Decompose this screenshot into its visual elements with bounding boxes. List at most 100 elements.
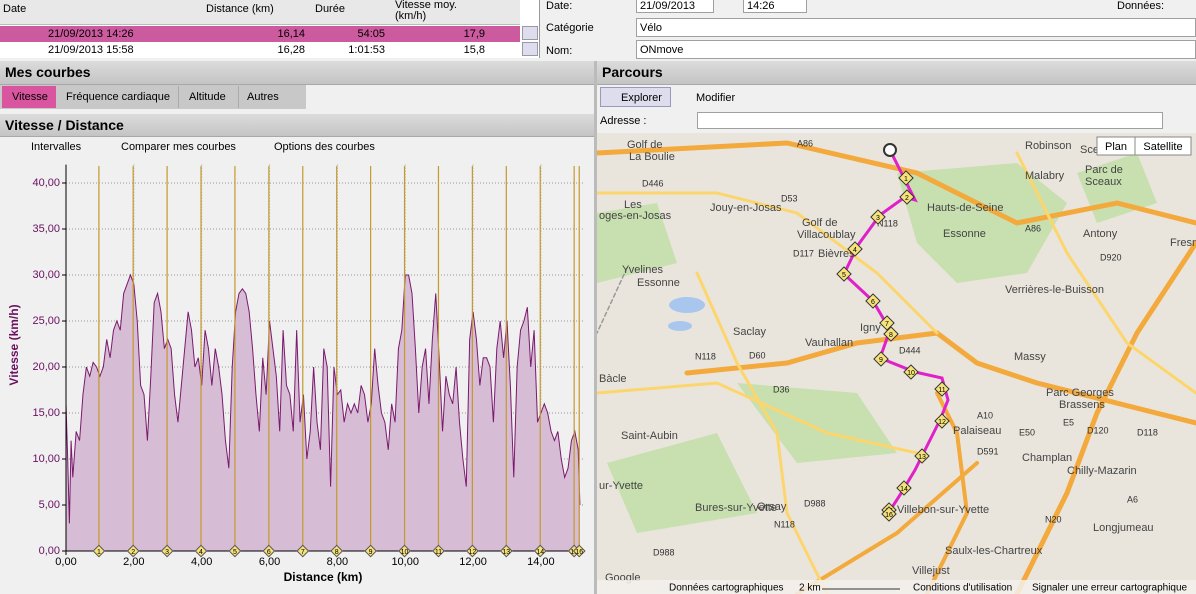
tab[interactable]: Altitude — [181, 86, 239, 108]
x-tick-label: 6,00 — [259, 556, 280, 568]
lap-label: 1 — [97, 549, 101, 556]
speed-line — [65, 273, 581, 524]
lap-marker — [533, 544, 547, 558]
date-input[interactable]: 21/09/2013 — [636, 0, 714, 13]
route-marker-label: 4 — [853, 247, 857, 254]
name-input[interactable]: ONmove — [636, 40, 1196, 59]
tool-button[interactable]: Options des courbes — [274, 141, 375, 153]
x-tick-label: 0,00 — [55, 556, 76, 568]
tool-button[interactable]: Comparer mes courbes — [121, 141, 236, 153]
y-tick-label: 20,00 — [32, 361, 60, 373]
map-type-button[interactable] — [1134, 136, 1192, 156]
x-tick-label: 4,00 — [191, 556, 212, 568]
lap-label: 8 — [335, 549, 339, 556]
cell: 21/09/2013 15:58 — [48, 44, 134, 56]
place-label: A86 — [797, 138, 813, 148]
place-label: Palaiseau — [953, 425, 1001, 437]
label: Données: — [1117, 0, 1165, 12]
cell: 54:05 — [357, 28, 385, 40]
place-label: A86 — [1025, 223, 1041, 233]
route-marker-label: 16 — [885, 512, 893, 519]
place-label: Golf de — [627, 139, 662, 151]
tab[interactable]: Fréquence cardiaque — [58, 86, 179, 108]
tab[interactable]: Vitesse — [2, 86, 56, 108]
place-label: Villejust — [912, 565, 950, 577]
route-marker — [847, 241, 863, 257]
route-marker — [899, 189, 915, 205]
lap-label: 13 — [502, 549, 510, 556]
place-label: Igny — [860, 322, 881, 334]
x-axis-label: Distance (km) — [284, 570, 363, 584]
address-input[interactable] — [697, 112, 1163, 129]
x-tick-label: 14,00 — [527, 556, 555, 568]
place-label: La Boulie — [629, 151, 675, 163]
footer-text[interactable]: Signaler une erreur cartographique — [1032, 583, 1188, 594]
time-input[interactable]: 14:26 — [743, 0, 807, 13]
route-marker — [879, 315, 895, 331]
route-marker-label: 1 — [904, 176, 908, 183]
place-label: Yvelines — [622, 264, 663, 276]
route-marker-label: 6 — [871, 299, 875, 306]
speed-area — [66, 275, 580, 551]
tool-button[interactable]: Intervalles — [31, 141, 82, 153]
place-label: D53 — [781, 193, 798, 203]
place-label: D120 — [1087, 425, 1109, 435]
route-marker — [836, 266, 852, 282]
header-cell[interactable]: Date — [3, 3, 27, 15]
tool-button[interactable]: Modifier — [696, 92, 736, 104]
place-label: Parc Georges — [1046, 387, 1114, 399]
place-label: Bièvres — [818, 248, 855, 260]
lap-marker — [432, 544, 445, 558]
tab[interactable]: Autres — [247, 91, 279, 103]
route-start — [883, 143, 897, 157]
place-label: Saulx-les-Chartreux — [945, 545, 1043, 557]
map-type-label[interactable]: Plan — [1105, 141, 1127, 153]
lap-marker — [398, 544, 411, 558]
map-scale: 2 km — [799, 583, 821, 594]
place-label: Villacoublay — [797, 229, 856, 241]
y-tick-label: 0,00 — [39, 545, 60, 557]
scroll-up[interactable] — [522, 26, 538, 40]
route-marker — [870, 209, 886, 225]
place-label: Sceaux — [1085, 176, 1122, 188]
cell: 1:01:53 — [348, 44, 385, 56]
selected-row[interactable] — [0, 26, 520, 42]
place-label: D920 — [1100, 252, 1122, 262]
y-tick-label: 35,00 — [32, 223, 60, 235]
place-label: D591 — [977, 446, 999, 456]
lap-marker — [330, 544, 344, 558]
tool-button[interactable]: Explorer — [600, 87, 671, 107]
cell: 21/09/2013 14:26 — [48, 28, 134, 40]
header-cell[interactable]: Vitesse moy. (km/h) — [395, 0, 457, 22]
place-label: ur-Yvette — [599, 480, 643, 492]
y-tick-label: 15,00 — [32, 407, 60, 419]
lap-marker — [262, 544, 276, 558]
category-select[interactable]: Vélo — [636, 18, 1196, 37]
lap-label: 12 — [468, 549, 476, 556]
lap-marker — [160, 544, 174, 558]
header-cell[interactable]: Distance (km) — [206, 3, 274, 15]
y-tick-label: 40,00 — [32, 177, 60, 189]
footer-text[interactable]: Conditions d'utilisation — [913, 583, 1012, 594]
panel-header: Vitesse / Distance — [0, 114, 594, 137]
scroll-down[interactable] — [522, 42, 538, 56]
route-marker — [865, 293, 881, 309]
place-label: Hauts-de-Seine — [927, 202, 1003, 214]
label: Date: — [546, 0, 573, 12]
place-label: D988 — [653, 547, 675, 557]
y-tick-label: 25,00 — [32, 315, 60, 327]
y-axis-label: Vitesse (km/h) — [7, 304, 21, 385]
label: Catégorie — [546, 22, 594, 34]
map-type-label[interactable]: Satellite — [1143, 141, 1182, 153]
lap-marker — [92, 544, 106, 558]
route-marker — [883, 326, 899, 342]
route-marker — [934, 413, 950, 429]
header-cell[interactable]: Durée — [315, 3, 345, 15]
place-label: D446 — [642, 178, 664, 188]
route-marker — [873, 351, 889, 367]
route-marker — [903, 364, 919, 380]
splitter[interactable] — [594, 61, 597, 594]
lap-label: 9 — [369, 549, 373, 556]
route-marker-label: 10 — [907, 370, 915, 377]
